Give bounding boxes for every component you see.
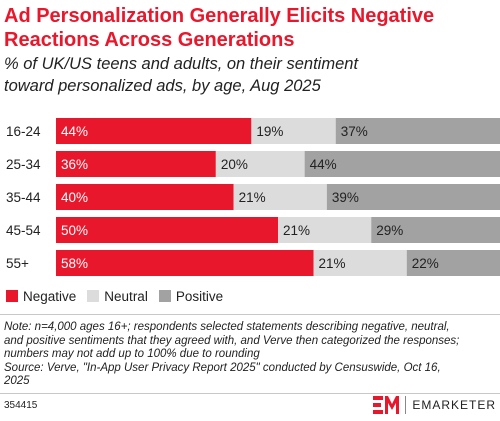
divider-top: [0, 314, 500, 315]
note-line-3: numbers may not add up to 100% due to ro…: [4, 348, 260, 360]
bar-segment-neutral: [251, 118, 336, 144]
chart-subtitle-line-1: % of UK/US teens and adults, on their se…: [4, 55, 359, 73]
bar-segment-positive: [406, 250, 500, 276]
category-label: 25-34: [6, 157, 41, 172]
data-label-neutral: 19%: [256, 124, 283, 139]
data-label-positive: 44%: [310, 157, 337, 172]
bar-segment-negative: [56, 217, 278, 243]
chart-id: 354415: [4, 400, 38, 411]
bar-segment-negative: [56, 250, 314, 276]
logo-separator: [405, 396, 407, 414]
legend-swatch-positive: [158, 290, 171, 302]
bar-segment-neutral: [313, 250, 407, 276]
bar-segment-positive: [304, 151, 500, 177]
legend-label-positive: Positive: [175, 288, 224, 304]
data-label-negative: 36%: [61, 157, 88, 172]
legend-label-neutral: Neutral: [104, 288, 148, 304]
legend-item-neutral: Neutral: [87, 289, 148, 304]
bar-segment-positive: [326, 184, 500, 210]
data-label-negative: 40%: [61, 190, 88, 205]
note-line-2: and positive sentiments that they agreed…: [4, 334, 460, 347]
chart-subtitle: % of UK/US teens and adults, on their se…: [4, 53, 496, 97]
stacked-bar-chart: 16-24 44% 19% 37% 25-34 36% 20% 44% 35-44 40% 21% 3…: [6, 118, 500, 276]
note-line-1: Note: n=4,000 ages 16+; respondents sele…: [4, 321, 450, 333]
data-label-neutral: 21%: [239, 190, 266, 205]
legend-item-negative: Negative: [6, 289, 76, 304]
bar-segment-positive: [371, 217, 500, 243]
bar-segment-negative: [56, 184, 234, 210]
em-logo-icon: [373, 396, 400, 414]
data-label-positive: 39%: [332, 190, 359, 205]
category-label: 45-54: [6, 223, 41, 238]
data-label-negative: 44%: [61, 124, 88, 139]
divider-bottom: [0, 393, 500, 394]
category-label: 35-44: [6, 190, 41, 205]
source-line-2: 2025: [4, 375, 30, 387]
brand-name: EMARKETER: [412, 398, 496, 412]
data-label-negative: 50%: [61, 223, 88, 238]
emarketer-logo: EMARKETER: [373, 396, 496, 414]
legend-swatch-neutral: [87, 290, 100, 302]
chart-subtitle-line-2: toward personalized ads, by age, Aug 202…: [4, 77, 321, 95]
legend-item-positive: Positive: [158, 288, 224, 304]
source-line-1: Source: Verve, "In-App User Privacy Repo…: [4, 361, 441, 374]
data-label-positive: 22%: [412, 256, 439, 271]
data-label-neutral: 21%: [283, 223, 310, 238]
bar-segment-negative: [56, 118, 252, 144]
legend-swatch-negative: [6, 290, 18, 302]
category-label: 16-24: [6, 124, 41, 139]
chart-note: Note: n=4,000 ages 16+; respondents sele…: [4, 321, 498, 389]
chart-title-line-1: Ad Personalization Generally Elicits Neg…: [4, 5, 435, 27]
bar-segment-neutral: [233, 184, 327, 210]
data-label-positive: 37%: [341, 124, 368, 139]
data-label-neutral: 21%: [319, 256, 346, 271]
category-label: 55+: [6, 256, 29, 271]
chart-title: Ad Personalization Generally Elicits Neg…: [4, 4, 496, 52]
bar-segment-positive: [335, 118, 500, 144]
legend-label-negative: Negative: [23, 288, 77, 304]
data-label-negative: 58%: [61, 256, 88, 271]
data-label-neutral: 20%: [221, 157, 248, 172]
bar-segment-neutral: [215, 151, 305, 177]
bar-segment-negative: [56, 151, 216, 177]
bar-segment-neutral: [278, 217, 372, 243]
chart-legend: Negative Neutral Positive: [6, 288, 234, 304]
chart-title-line-2: Reactions Across Generations: [4, 29, 295, 51]
data-label-positive: 29%: [376, 223, 403, 238]
